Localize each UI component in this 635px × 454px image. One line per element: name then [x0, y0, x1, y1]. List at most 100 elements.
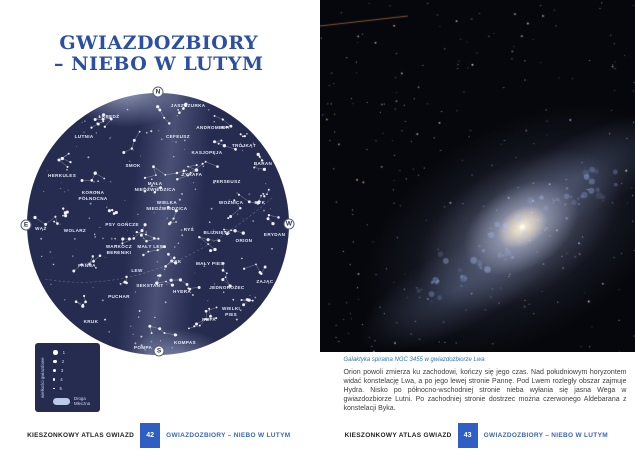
constellation-figure — [136, 231, 159, 242]
magnitude-legend: wielkości gwiazdowe 1 2 3 4 5 Droga Mlec… — [35, 343, 100, 412]
constellation-label: KORONA PÓŁNOCNA — [78, 189, 108, 201]
constellation-figure — [123, 131, 140, 153]
compass-west-marker: W — [283, 218, 295, 230]
magnitude-dot — [53, 378, 56, 381]
magnitude-row: 1 — [53, 348, 94, 357]
constellation-label: WOLARZ — [63, 228, 87, 234]
constellation-figure — [190, 161, 218, 174]
constellation-figure — [157, 106, 170, 124]
magnitude-value: 4 — [60, 377, 63, 382]
constellation-label: HYDRA — [173, 289, 192, 295]
constellation-figure — [81, 172, 105, 181]
constellation-figure — [144, 166, 184, 179]
page-number-badge: 42 — [140, 422, 161, 448]
constellation-label: PSY GOŃCZE — [105, 222, 139, 228]
constellation-figure — [244, 264, 266, 275]
constellation-figure — [58, 153, 71, 168]
photo-caption: Galaktyka spiralna NGC 3455 w gwiazdozbi… — [343, 357, 485, 363]
constellation-label: KRUK — [83, 319, 99, 324]
constellation-label: RYŚ — [183, 227, 195, 233]
magnitude-row: 5 — [53, 384, 94, 393]
footer-chapter-title: GWIAZDOZBIORY – NIEBO W LUTYM — [166, 431, 291, 439]
compass-north-marker: N — [152, 86, 164, 98]
star-chart: ŁABĘDŹ LUTNIA JASZCZURKA CEFEUSZ ANDROMEDA KA… — [20, 86, 295, 357]
magnitude-value: 3 — [60, 368, 64, 373]
constellation-label: TRÓJKĄT — [231, 142, 256, 148]
compass-east-marker: E — [20, 219, 32, 231]
page-number-badge: 43 — [457, 422, 478, 448]
constellation-figure — [143, 246, 165, 256]
constellation-label: RAK — [170, 259, 182, 264]
magnitude-dot — [53, 369, 56, 372]
page-title-line1: GWIAZDOZBIORY — [59, 32, 259, 54]
magnitude-dot — [53, 359, 57, 364]
footer-book-title: KIESZONKOWY ATLAS GWIAZD — [27, 431, 135, 439]
constellation-label: PUCHAR — [108, 294, 130, 300]
left-page: GWIAZDOZBIORY – NIEBO W LUTYM ŁABĘDŹ LUTNI… — [0, 32, 318, 448]
magnitude-dot — [53, 387, 55, 390]
compass-south-marker: S — [153, 345, 165, 357]
constellation-label: JEDNOROŻEC — [209, 284, 245, 290]
legend-items: 1 2 3 4 5 Droga Mleczna — [53, 348, 94, 408]
footer-chapter-title: GWIAZDOZBIORY – NIEBO W LUTYM — [483, 431, 608, 439]
milky-way-swatch — [53, 397, 70, 405]
page-title: GWIAZDOZBIORY – NIEBO W LUTYM — [0, 33, 318, 75]
constellation-label: SMOK — [125, 163, 141, 169]
magnitude-row: 4 — [53, 375, 94, 384]
milky-way-row: Droga Mleczna — [53, 396, 94, 407]
constellation-label: BARAN — [253, 161, 273, 167]
constellation-label: LUTNIA — [74, 134, 94, 140]
footer-book-title: KIESZONKOWY ATLAS GWIAZD — [344, 431, 452, 439]
body-text: Orion powoli zmierza ku zachodowi, kończ… — [343, 369, 627, 412]
constellation-label: LEW — [131, 267, 143, 273]
constellation-label: POMPA — [133, 344, 153, 350]
constellation-label: ŻYRAFA — [181, 172, 203, 178]
star-field — [33, 102, 280, 351]
magnitude-row: 2 — [53, 357, 94, 366]
constellation-label: ZAJĄC — [256, 278, 274, 284]
constellation-label: SEKSTANT — [136, 283, 164, 289]
constellation-figure — [144, 185, 162, 193]
magnitude-value: 1 — [62, 350, 66, 355]
left-page-footer: KIESZONKOWY ATLAS GWIAZD 42 GWIAZDOZBIOR… — [0, 422, 318, 448]
constellation-label: JASZCZURKA — [170, 103, 206, 109]
milky-way-label: Droga Mleczna — [74, 396, 91, 407]
constellation-label: WARKOCZ BERENIKI — [105, 243, 133, 255]
constellation-label: WOŹNICA — [218, 200, 244, 206]
constellation-figure — [171, 279, 200, 290]
page-title-line2: – NIEBO W LUTYM — [53, 53, 264, 75]
constellation-label: WIELKA NIEDŹWIEDZICA — [146, 199, 188, 211]
constellation-figure — [267, 214, 279, 224]
constellation-label: MAŁY LEW — [137, 244, 165, 250]
constellation-figure — [149, 325, 176, 336]
magnitude-dot — [53, 350, 58, 355]
constellation-label: KOMPAS — [174, 339, 196, 345]
constellation-label: ORION — [235, 238, 253, 244]
constellation-figure — [262, 189, 270, 197]
chart-circle: ŁABĘDŹ LUTNIA JASZCZURKA CEFEUSZ ANDROMEDA KA… — [27, 93, 289, 355]
galaxy-photo — [319, 0, 635, 352]
constellation-label: WIELKI PIES — [222, 306, 241, 318]
magnitude-value: 2 — [61, 359, 65, 364]
constellation-figure — [75, 295, 86, 307]
right-page: Galaktyka spiralna NGC 3455 w gwiazdozbi… — [317, 0, 635, 454]
constellation-label: HERKULES — [48, 173, 77, 179]
constellation-label: MAŁA NIEDŹWIEDZICA — [134, 181, 176, 193]
constellation-figure — [73, 255, 101, 272]
constellation-label: CEFEUSZ — [165, 134, 190, 140]
legend-title: wielkości gwiazdowe — [40, 357, 45, 399]
magnitude-value: 5 — [59, 386, 62, 391]
constellation-label: PERSEUSZ — [213, 179, 241, 185]
constellation-label: ANDROMEDA — [196, 125, 230, 131]
right-page-footer: KIESZONKOWY ATLAS GWIAZD 43 GWIAZDOZBIOR… — [318, 422, 635, 448]
magnitude-row: 3 — [53, 366, 94, 375]
constellation-label: MAŁY PIES — [195, 261, 224, 267]
constellation-figure — [222, 263, 231, 287]
constellation-label: ŁABĘDŹ — [98, 114, 120, 120]
constellation-label: BYK — [254, 200, 266, 206]
constellation-label: RUFA — [202, 316, 217, 322]
constellation-label: PANNA — [78, 262, 96, 268]
constellation-label: KASJOPEJA — [191, 150, 223, 155]
constellation-label: ERYDAN — [263, 232, 286, 238]
